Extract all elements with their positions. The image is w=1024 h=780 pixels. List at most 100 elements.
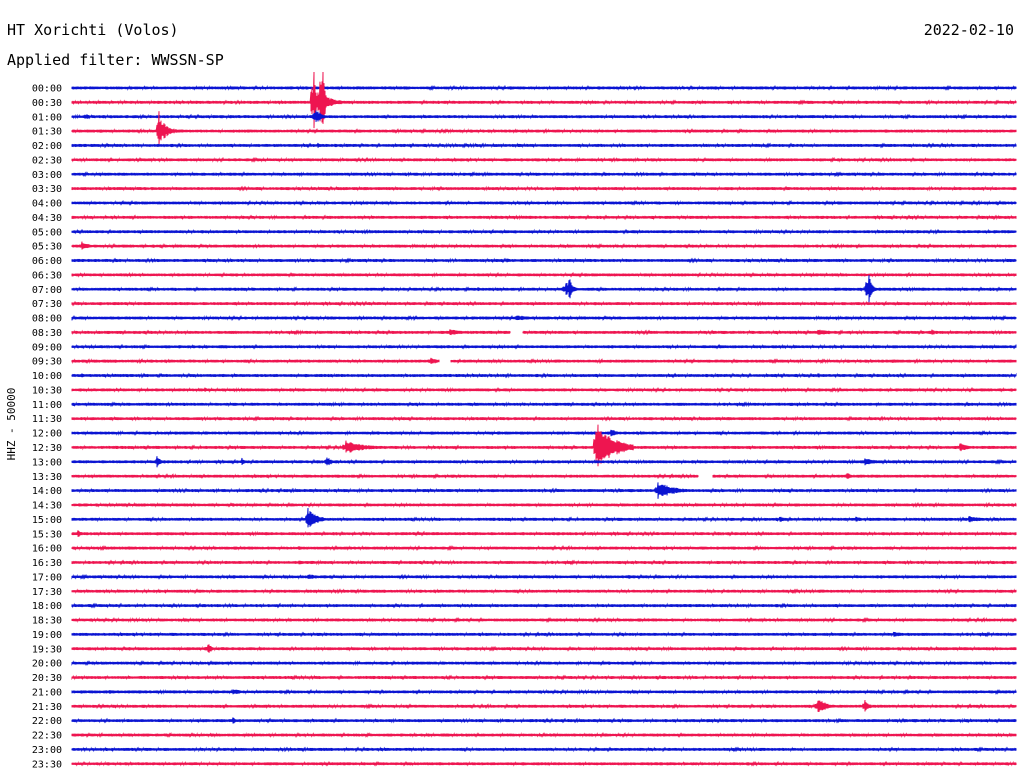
seismic-traces (71, 71, 1017, 767)
trace-line (71, 473, 1017, 480)
trace-line (71, 275, 1017, 303)
trace-line (71, 199, 1017, 206)
time-tick-label: 22:00 (32, 716, 62, 727)
date-label: 2022-02-10 (923, 21, 1014, 39)
trace-line (71, 602, 1017, 609)
time-tick-label: 06:00 (32, 256, 62, 267)
trace-line (71, 329, 1017, 336)
time-tick-label: 21:00 (32, 687, 62, 698)
trace-line (71, 616, 1017, 623)
time-tick-label: 12:30 (32, 443, 62, 454)
time-tick-label: 16:00 (32, 544, 62, 555)
time-tick-label: 22:30 (32, 731, 62, 742)
time-tick-label: 04:30 (32, 213, 62, 224)
filter-label: Applied filter: WWSSN-SP (7, 51, 224, 69)
time-tick-label: 13:30 (32, 472, 62, 483)
time-tick-label: 00:00 (32, 84, 62, 95)
time-tick-label: 15:00 (32, 515, 62, 526)
time-tick-label: 23:00 (32, 745, 62, 756)
trace-line (71, 588, 1017, 595)
trace-line (71, 343, 1017, 350)
trace-line (71, 357, 1017, 365)
trace-line (71, 386, 1017, 393)
time-tick-label: 17:30 (32, 587, 62, 598)
time-tick-label: 12:00 (32, 429, 62, 440)
trace-line (71, 257, 1017, 264)
time-tick-label: 16:30 (32, 558, 62, 569)
trace-line (71, 241, 1017, 250)
trace-line (71, 644, 1017, 653)
time-tick-label: 04:00 (32, 199, 62, 210)
time-tick-label: 01:00 (32, 112, 62, 123)
time-tick-label: 11:30 (32, 414, 62, 425)
trace-line (71, 171, 1017, 178)
time-tick-label: 06:30 (32, 270, 62, 281)
station-title: HT Xorichti (Volos) (7, 21, 179, 39)
time-tick-label: 02:00 (32, 141, 62, 152)
trace-line (71, 185, 1017, 192)
time-tick-label: 18:30 (32, 616, 62, 627)
trace-line (71, 300, 1017, 307)
time-tick-label: 10:00 (32, 371, 62, 382)
trace-line (71, 84, 1017, 91)
time-tick-label: 21:30 (32, 702, 62, 713)
time-tick-label: 07:30 (32, 299, 62, 310)
time-tick-label: 07:00 (32, 285, 62, 296)
trace-line (71, 110, 1017, 122)
time-tick-label: 02:30 (32, 155, 62, 166)
trace-line (71, 700, 1017, 713)
trace-line (71, 271, 1017, 278)
time-tick-label: 05:30 (32, 242, 62, 253)
trace-line (71, 142, 1017, 149)
trace-line (71, 746, 1017, 753)
time-tick-label: 23:30 (32, 759, 62, 770)
trace-line (71, 559, 1017, 566)
time-tick-label: 05:00 (32, 227, 62, 238)
time-tick-label: 10:30 (32, 385, 62, 396)
trace-line (71, 732, 1017, 738)
time-tick-label: 01:30 (32, 127, 62, 138)
trace-line (71, 573, 1017, 580)
trace-line (71, 424, 1017, 467)
trace-line (71, 315, 1017, 321)
trace-line (71, 456, 1017, 468)
time-tick-label: 19:30 (32, 644, 62, 655)
trace-line (71, 545, 1017, 552)
trace-line (71, 401, 1017, 408)
trace-line (71, 760, 1017, 767)
time-tick-label: 09:00 (32, 342, 62, 353)
trace-line (71, 631, 1017, 638)
trace-line (71, 530, 1017, 537)
time-tick-label: 15:30 (32, 529, 62, 540)
trace-line (71, 415, 1017, 422)
time-tick-label: 00:30 (32, 98, 62, 109)
time-tick-label: 03:30 (32, 184, 62, 195)
time-tick-label: 18:00 (32, 601, 62, 612)
trace-line (71, 660, 1017, 667)
trace-line (71, 717, 1017, 724)
trace-line (71, 482, 1017, 499)
trace-line (71, 214, 1017, 221)
time-tick-label: 08:00 (32, 314, 62, 325)
trace-line (71, 156, 1017, 163)
trace-line (71, 111, 1017, 146)
time-tick-label: 09:30 (32, 357, 62, 368)
trace-line (71, 688, 1017, 695)
time-tick-label: 03:00 (32, 170, 62, 181)
trace-line (71, 71, 1017, 129)
time-tick-label: 08:30 (32, 328, 62, 339)
time-tick-label: 20:30 (32, 673, 62, 684)
trace-line (71, 228, 1017, 235)
time-tick-label: 11:00 (32, 400, 62, 411)
time-tick-labels: 00:00 00:30 01:00 01:30 02:00 02:30 03:00 03:30… (32, 84, 62, 771)
time-tick-label: 20:00 (32, 659, 62, 670)
time-tick-label: 19:00 (32, 630, 62, 641)
trace-line (71, 429, 1017, 437)
trace-line (71, 501, 1017, 508)
trace-line (71, 674, 1017, 681)
trace-line (71, 507, 1017, 528)
trace-line (71, 372, 1017, 379)
time-tick-label: 13:00 (32, 457, 62, 468)
time-tick-label: 14:30 (32, 501, 62, 512)
